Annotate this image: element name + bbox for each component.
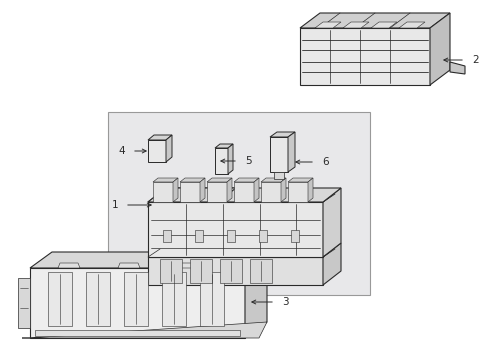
Bar xyxy=(108,112,370,295)
Text: 6: 6 xyxy=(322,157,329,167)
Polygon shape xyxy=(430,13,450,85)
Polygon shape xyxy=(288,132,295,172)
Polygon shape xyxy=(207,182,227,202)
Polygon shape xyxy=(48,272,72,326)
Polygon shape xyxy=(166,135,172,162)
Polygon shape xyxy=(300,28,430,85)
Polygon shape xyxy=(228,144,233,174)
Polygon shape xyxy=(22,322,267,338)
Polygon shape xyxy=(245,252,267,338)
Text: 4: 4 xyxy=(119,146,125,156)
Polygon shape xyxy=(148,140,166,162)
Polygon shape xyxy=(450,62,465,74)
Bar xyxy=(259,230,267,242)
Polygon shape xyxy=(261,178,286,182)
Polygon shape xyxy=(148,188,341,202)
Polygon shape xyxy=(58,263,80,268)
Polygon shape xyxy=(190,259,212,283)
Polygon shape xyxy=(148,202,323,257)
Polygon shape xyxy=(215,148,228,174)
Text: 1: 1 xyxy=(111,200,118,210)
Polygon shape xyxy=(399,22,425,28)
Polygon shape xyxy=(30,268,245,338)
Polygon shape xyxy=(220,259,242,283)
Polygon shape xyxy=(30,252,267,268)
Polygon shape xyxy=(118,263,140,268)
Polygon shape xyxy=(323,243,341,285)
Polygon shape xyxy=(270,137,288,172)
Polygon shape xyxy=(308,178,313,202)
Polygon shape xyxy=(178,263,200,268)
Polygon shape xyxy=(18,278,30,328)
Polygon shape xyxy=(153,182,173,202)
Bar xyxy=(227,230,235,242)
Polygon shape xyxy=(35,330,240,336)
Polygon shape xyxy=(274,172,284,179)
Polygon shape xyxy=(148,188,236,202)
Polygon shape xyxy=(162,272,186,326)
Polygon shape xyxy=(343,22,369,28)
Polygon shape xyxy=(180,178,205,182)
Polygon shape xyxy=(288,182,308,202)
Polygon shape xyxy=(160,259,182,283)
Polygon shape xyxy=(215,144,233,148)
Polygon shape xyxy=(200,178,205,202)
Polygon shape xyxy=(200,272,224,326)
Polygon shape xyxy=(207,178,232,182)
Bar xyxy=(291,230,299,242)
Polygon shape xyxy=(148,135,172,140)
Polygon shape xyxy=(254,178,259,202)
Polygon shape xyxy=(315,22,341,28)
Polygon shape xyxy=(173,178,178,202)
Polygon shape xyxy=(270,132,295,137)
Polygon shape xyxy=(250,259,272,283)
Polygon shape xyxy=(288,178,313,182)
Text: 2: 2 xyxy=(472,55,479,65)
Polygon shape xyxy=(124,272,148,326)
Polygon shape xyxy=(300,13,450,28)
Polygon shape xyxy=(86,272,110,326)
Bar xyxy=(163,230,171,242)
Polygon shape xyxy=(234,182,254,202)
Polygon shape xyxy=(281,178,286,202)
Polygon shape xyxy=(153,178,178,182)
Polygon shape xyxy=(323,188,341,257)
Bar xyxy=(195,230,203,242)
Polygon shape xyxy=(234,178,259,182)
Polygon shape xyxy=(227,178,232,202)
Polygon shape xyxy=(261,182,281,202)
Polygon shape xyxy=(180,182,200,202)
Text: 3: 3 xyxy=(282,297,289,307)
Polygon shape xyxy=(148,257,323,285)
Text: 5: 5 xyxy=(245,156,252,166)
Polygon shape xyxy=(371,22,397,28)
